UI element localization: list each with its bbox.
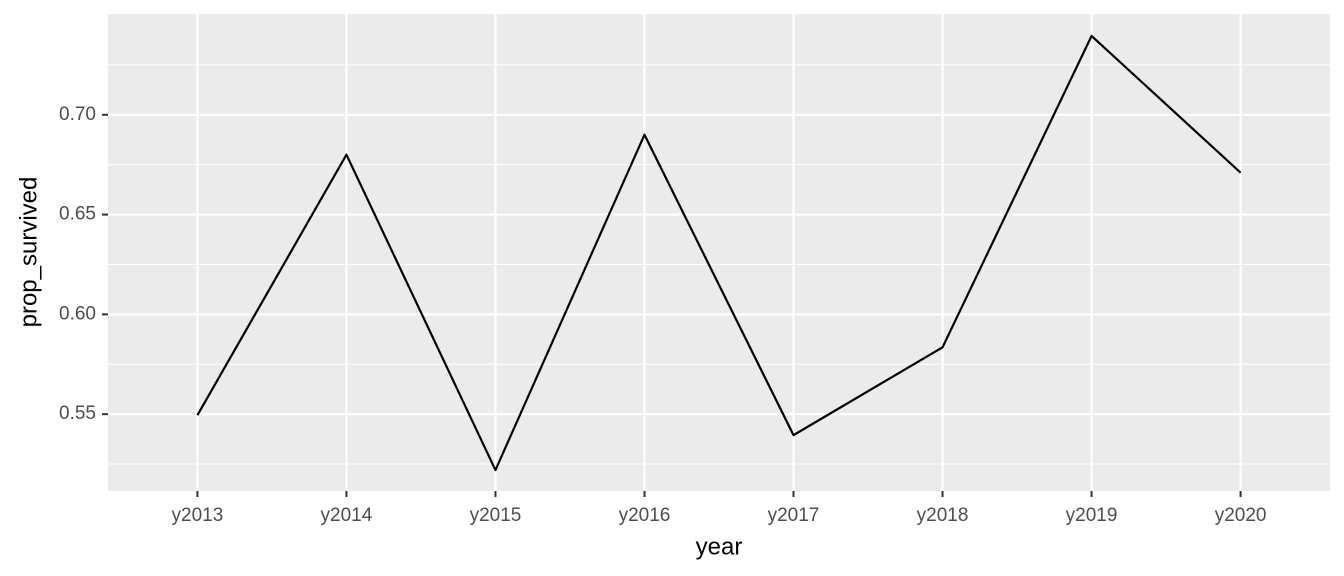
y-axis-title: prop_survived (15, 177, 42, 328)
x-tick-label: y2013 (172, 505, 224, 526)
x-tick-label: y2015 (470, 505, 522, 526)
y-tick-label: 0.55 (59, 403, 96, 424)
y-tick-label: 0.70 (59, 104, 96, 125)
panel (108, 14, 1330, 491)
x-axis-title: year (696, 533, 743, 560)
x-tick-label: y2018 (917, 505, 969, 526)
x-tick-label: y2019 (1066, 505, 1118, 526)
x-tick-label: y2014 (321, 505, 373, 526)
y-tick-label: 0.60 (59, 303, 96, 324)
y-tick-label: 0.65 (59, 204, 96, 225)
x-tick-label: y2020 (1215, 505, 1267, 526)
data-line (196, 34, 1242, 472)
x-tick-label: y2016 (619, 505, 671, 526)
x-tick-label: y2017 (768, 505, 820, 526)
